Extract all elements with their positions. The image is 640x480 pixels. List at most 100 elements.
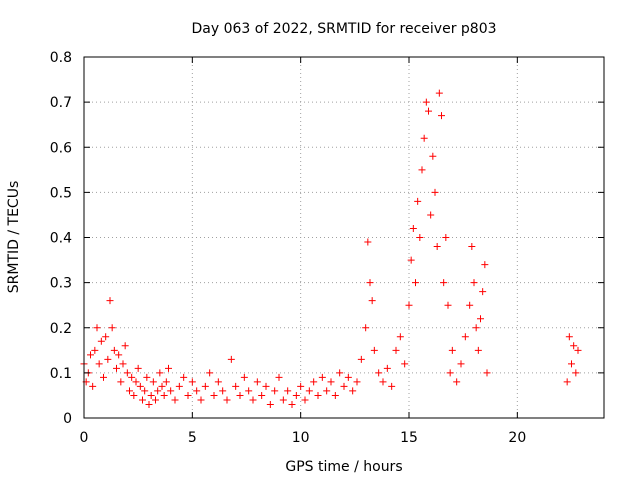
data-point [100, 373, 107, 381]
x-tick-label: 10 [292, 430, 310, 446]
data-point [301, 396, 309, 404]
data-point [123, 369, 131, 377]
data-point [481, 261, 489, 269]
data-point [466, 301, 474, 309]
data-point [435, 89, 443, 97]
data-point [392, 346, 400, 354]
data-point [117, 378, 125, 386]
data-point [574, 346, 582, 354]
data-point [219, 387, 227, 395]
data-point [483, 369, 491, 377]
data-point [416, 234, 424, 241]
data-point [570, 342, 578, 350]
data-point [420, 134, 428, 142]
data-point [236, 391, 244, 399]
data-point [149, 378, 157, 386]
data-point [115, 351, 123, 359]
data-point [388, 382, 396, 390]
data-point [474, 346, 482, 354]
data-point [253, 378, 261, 386]
data-point [457, 360, 465, 368]
data-point [405, 301, 413, 309]
y-tick-label: 0 [63, 411, 72, 427]
data-point [104, 355, 112, 363]
data-point [472, 324, 480, 332]
data-point [165, 364, 172, 372]
data-point [370, 346, 378, 354]
data-point [414, 197, 422, 205]
data-point [175, 382, 183, 390]
data-point [379, 378, 387, 386]
data-point [314, 391, 322, 399]
data-point [468, 243, 476, 251]
data-point [444, 301, 452, 309]
data-point [331, 391, 339, 399]
data-point [210, 391, 218, 399]
y-tick-label: 0.2 [50, 321, 72, 337]
data-point [431, 188, 439, 196]
data-point [572, 369, 580, 377]
data-point [275, 373, 283, 381]
data-point [87, 351, 94, 359]
data-point [132, 378, 140, 386]
data-point [364, 238, 372, 246]
data-point [93, 324, 101, 332]
x-tick-label: 20 [508, 430, 526, 446]
data-point [310, 378, 318, 386]
data-point [143, 373, 151, 381]
data-point [167, 387, 175, 395]
x-axis-label: GPS time / hours [285, 459, 402, 475]
data-point [227, 355, 235, 363]
data-point [188, 378, 196, 386]
tick-labels: 0 5 10 15 20 0 0.1 0.2 0.3 0.4 0.5 0.6 0.7 0.8 [50, 50, 527, 446]
data-point [412, 279, 419, 287]
data-point [292, 391, 300, 399]
data-point [180, 373, 188, 381]
data-point [418, 166, 426, 174]
data-point [97, 337, 105, 345]
data-point [461, 333, 469, 341]
data-point [249, 396, 257, 404]
data-point [568, 360, 575, 368]
data-point [184, 391, 192, 399]
data-point [262, 382, 270, 390]
data-point [245, 387, 253, 395]
data-point [563, 378, 571, 386]
data-point [327, 378, 335, 386]
y-tick-label: 0.5 [50, 185, 72, 201]
y-axis-label: SRMTID / TECUs [6, 181, 22, 294]
data-point [119, 360, 127, 368]
data-point [453, 378, 461, 386]
data-point [409, 224, 417, 232]
data-point [108, 324, 116, 332]
data-point [323, 387, 331, 395]
data-point [438, 112, 445, 120]
data-point [214, 378, 222, 386]
data-point [470, 279, 478, 287]
data-point [297, 382, 305, 390]
data-point [152, 396, 159, 404]
data-point [442, 234, 450, 241]
data-point [433, 243, 441, 251]
data-point [340, 382, 348, 390]
data-point [362, 324, 370, 332]
data-point [206, 369, 214, 377]
data-point [240, 373, 248, 381]
data-point [383, 364, 391, 372]
data-point [427, 211, 435, 219]
data-point [440, 279, 448, 287]
data-point [279, 396, 287, 404]
data-point [102, 333, 110, 341]
data-point [266, 400, 274, 408]
data-point [477, 315, 484, 323]
data-point [139, 396, 146, 404]
data-point [396, 333, 404, 341]
x-tick-label: 0 [80, 430, 89, 446]
data-point [446, 369, 454, 377]
data-point [158, 382, 166, 390]
data-point [305, 387, 313, 395]
grid [84, 57, 604, 418]
data-point [336, 369, 344, 377]
